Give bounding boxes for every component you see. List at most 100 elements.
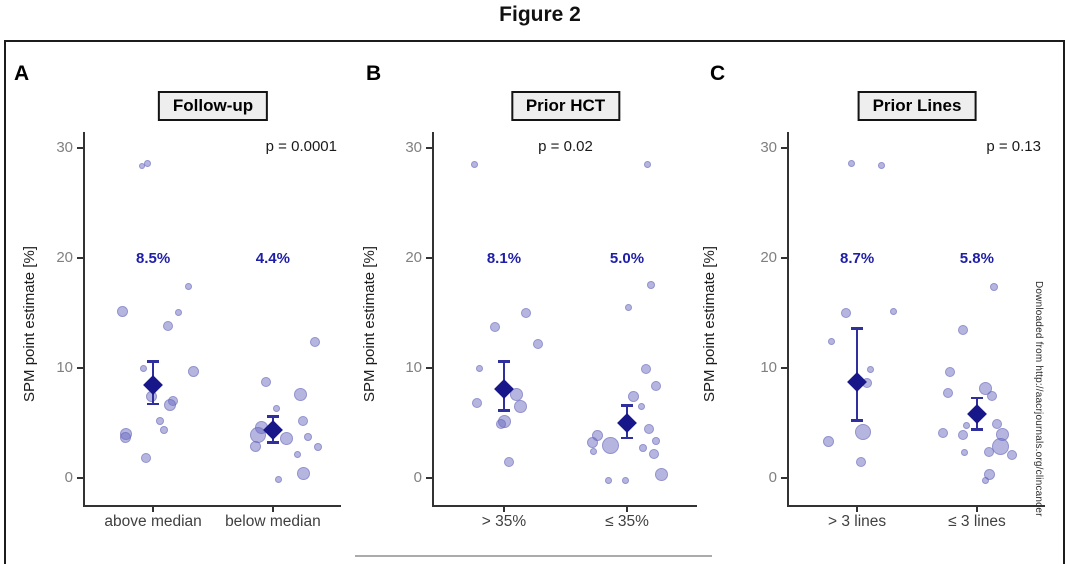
- data-point: [297, 467, 311, 481]
- data-point: [889, 308, 897, 316]
- x-axis-line-B: [432, 505, 697, 507]
- p-value-label-C: p = 0.13: [986, 138, 1041, 155]
- y-tick-mark: [781, 367, 787, 369]
- y-tick-mark: [77, 256, 83, 259]
- y-tick-label: 20: [405, 248, 422, 266]
- y-tick-label: 10: [760, 359, 777, 376]
- data-point: [119, 431, 131, 443]
- y-tick-mark: [781, 256, 787, 259]
- x-axis-line-C: [787, 505, 1045, 507]
- data-point: [982, 476, 990, 484]
- data-point: [294, 451, 302, 459]
- data-point: [156, 416, 165, 425]
- figure-border-box: [4, 40, 1065, 564]
- y-tick-label: 0: [768, 469, 777, 487]
- p-value-label-B: p = 0.02: [538, 138, 593, 155]
- data-point: [1006, 449, 1017, 460]
- data-point: [992, 437, 1010, 455]
- y-tick-label: 20: [760, 248, 777, 266]
- confidence-interval-cap-bottom: [497, 409, 510, 412]
- data-point: [877, 162, 885, 170]
- data-point: [961, 449, 969, 457]
- confidence-interval-cap-top: [147, 360, 160, 363]
- y-tick-label: 0: [64, 469, 73, 487]
- confidence-interval-cap-top: [497, 360, 510, 363]
- data-point: [651, 380, 662, 391]
- y-axis-line-B: [432, 132, 434, 507]
- estimate-label: 8.7%: [839, 250, 875, 267]
- data-point: [294, 387, 308, 401]
- data-point: [942, 388, 953, 399]
- y-tick-mark: [426, 367, 432, 369]
- data-point: [520, 307, 531, 318]
- estimate-label: 8.5%: [135, 250, 171, 267]
- data-point: [643, 160, 651, 168]
- confidence-interval-cap-top: [266, 415, 279, 418]
- data-point: [983, 446, 994, 457]
- confidence-interval-cap-bottom: [970, 428, 983, 431]
- y-tick-mark: [781, 477, 787, 480]
- data-point: [160, 425, 169, 434]
- confidence-interval-cap-bottom: [851, 419, 864, 422]
- data-point: [601, 436, 619, 454]
- x-tick-mark: [152, 507, 155, 512]
- estimate-label: 5.0%: [609, 250, 645, 267]
- confidence-interval-cap-bottom: [266, 441, 279, 444]
- data-point: [652, 436, 661, 445]
- x-tick-label: > 35%: [481, 513, 527, 530]
- data-point: [495, 419, 506, 430]
- data-point: [163, 321, 174, 332]
- x-tick-label: ≤ 35%: [605, 513, 649, 530]
- y-tick-label: 0: [413, 469, 422, 487]
- data-point: [514, 400, 528, 414]
- y-tick-label: 30: [405, 138, 422, 156]
- data-point: [647, 281, 656, 290]
- data-point: [309, 336, 320, 347]
- strip-title-A: Follow-up: [157, 91, 269, 121]
- data-point: [273, 405, 281, 413]
- confidence-interval-cap-top: [621, 404, 634, 407]
- y-tick-label: 20: [56, 248, 73, 266]
- data-point: [303, 433, 312, 442]
- p-value-label-A: p = 0.0001: [265, 138, 337, 155]
- data-point: [847, 159, 855, 167]
- data-point: [589, 448, 597, 456]
- data-point: [986, 390, 997, 401]
- y-tick-label: 30: [56, 138, 73, 156]
- x-tick-label: ≤ 3 lines: [948, 513, 1006, 530]
- data-point: [503, 456, 514, 467]
- data-point: [139, 364, 147, 372]
- y-tick-mark: [781, 146, 787, 149]
- y-tick-label: 10: [56, 359, 73, 376]
- data-point: [260, 377, 271, 388]
- data-point: [586, 437, 598, 449]
- data-point: [174, 309, 182, 317]
- data-point: [471, 160, 479, 168]
- y-axis-line-C: [787, 132, 789, 507]
- estimate-label: 4.4%: [255, 250, 290, 267]
- data-point: [856, 456, 867, 467]
- y-tick-label: 10: [405, 359, 422, 376]
- confidence-interval-cap-top: [970, 396, 983, 400]
- strip-title-B: Prior HCT: [510, 91, 621, 121]
- estimate-label: 5.8%: [959, 250, 994, 267]
- data-point: [116, 306, 128, 318]
- caption-top-border: [355, 555, 712, 557]
- data-point: [641, 364, 652, 375]
- data-point: [639, 444, 648, 453]
- data-point: [532, 338, 543, 349]
- data-point: [989, 282, 998, 291]
- figure-title: Figure 2: [499, 3, 581, 26]
- y-tick-mark: [426, 146, 432, 149]
- data-point: [164, 399, 177, 412]
- x-tick-mark: [271, 507, 274, 512]
- x-tick-mark: [856, 507, 859, 512]
- data-point: [275, 475, 283, 483]
- y-axis-line-A: [83, 132, 85, 507]
- y-tick-mark: [426, 256, 432, 259]
- x-tick-mark: [502, 507, 505, 512]
- panel-letter-B: B: [366, 62, 382, 85]
- data-point: [471, 398, 482, 409]
- data-point: [476, 364, 484, 372]
- panel-letter-C: C: [710, 62, 726, 85]
